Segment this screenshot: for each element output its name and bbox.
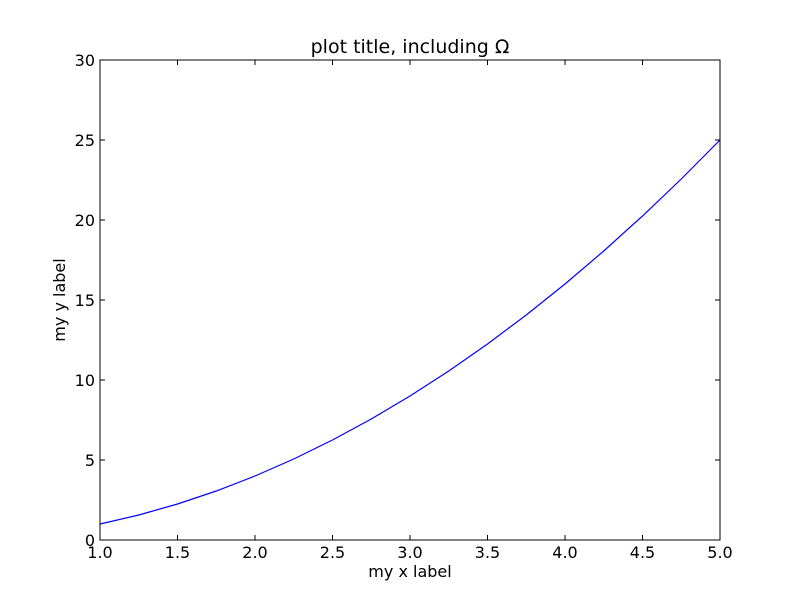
axes-frame (99, 59, 721, 541)
x-tick-label: 1.0 (87, 543, 112, 562)
plot-area (99, 59, 721, 541)
y-tick-label: 25 (75, 131, 95, 150)
y-tick-label: 20 (75, 211, 95, 230)
axes-background (100, 60, 720, 540)
x-tick-label: 4.0 (552, 543, 577, 562)
y-tick-label: 5 (85, 451, 95, 470)
x-tick-label: 3.0 (397, 543, 422, 562)
x-tick-label: 1.5 (165, 543, 190, 562)
x-tick-label: 4.5 (630, 543, 655, 562)
x-tick-label: 5.0 (707, 543, 732, 562)
tick-labels: 1.0 1.5 2.0 2.5 3.0 3.5 4.0 4.5 5.0 0 5 10 15 20 25 30 (75, 51, 733, 562)
series-layer (99, 139, 721, 525)
y-tick-label: 10 (75, 371, 95, 390)
y-tick-label: 30 (75, 51, 95, 70)
chart-title: plot title, including Ω (311, 36, 510, 58)
y-axis-label: my y label (50, 258, 69, 341)
x-axis-label: my x label (368, 562, 451, 581)
x-tick-label: 2.0 (242, 543, 267, 562)
y-tick-label: 15 (75, 291, 95, 310)
x-tick-label: 2.5 (320, 543, 345, 562)
series-line (99, 139, 721, 525)
x-tick-label: 3.5 (475, 543, 500, 562)
y-tick-label: 0 (85, 531, 95, 550)
